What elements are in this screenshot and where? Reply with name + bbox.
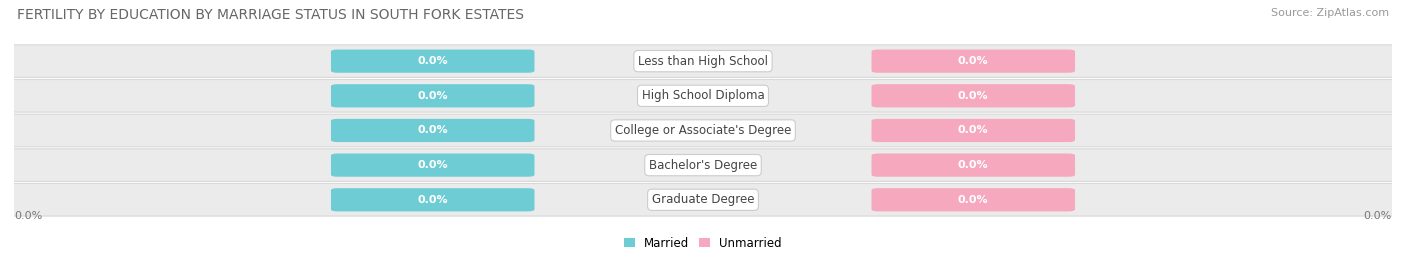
- FancyBboxPatch shape: [8, 149, 1398, 181]
- FancyBboxPatch shape: [872, 84, 1076, 107]
- Text: Graduate Degree: Graduate Degree: [652, 193, 754, 206]
- Text: 0.0%: 0.0%: [418, 56, 449, 66]
- Text: 0.0%: 0.0%: [957, 125, 988, 136]
- Text: 0.0%: 0.0%: [1364, 211, 1392, 221]
- FancyBboxPatch shape: [8, 45, 1398, 77]
- FancyBboxPatch shape: [8, 183, 1398, 216]
- FancyBboxPatch shape: [872, 119, 1076, 142]
- Text: Bachelor's Degree: Bachelor's Degree: [650, 159, 756, 172]
- Text: FERTILITY BY EDUCATION BY MARRIAGE STATUS IN SOUTH FORK ESTATES: FERTILITY BY EDUCATION BY MARRIAGE STATU…: [17, 8, 524, 22]
- Text: 0.0%: 0.0%: [957, 56, 988, 66]
- Text: 0.0%: 0.0%: [957, 91, 988, 101]
- FancyBboxPatch shape: [872, 154, 1076, 177]
- FancyBboxPatch shape: [8, 80, 1398, 112]
- Text: Less than High School: Less than High School: [638, 55, 768, 68]
- FancyBboxPatch shape: [8, 114, 1398, 147]
- Text: 0.0%: 0.0%: [957, 195, 988, 205]
- Text: 0.0%: 0.0%: [957, 160, 988, 170]
- Text: Source: ZipAtlas.com: Source: ZipAtlas.com: [1271, 8, 1389, 18]
- FancyBboxPatch shape: [330, 119, 534, 142]
- Text: College or Associate's Degree: College or Associate's Degree: [614, 124, 792, 137]
- FancyBboxPatch shape: [330, 154, 534, 177]
- Text: 0.0%: 0.0%: [418, 125, 449, 136]
- Text: 0.0%: 0.0%: [418, 195, 449, 205]
- Text: High School Diploma: High School Diploma: [641, 89, 765, 102]
- Legend: Married, Unmarried: Married, Unmarried: [620, 232, 786, 254]
- FancyBboxPatch shape: [872, 49, 1076, 73]
- Text: 0.0%: 0.0%: [418, 160, 449, 170]
- FancyBboxPatch shape: [330, 49, 534, 73]
- Text: 0.0%: 0.0%: [418, 91, 449, 101]
- FancyBboxPatch shape: [330, 84, 534, 107]
- FancyBboxPatch shape: [872, 188, 1076, 211]
- Text: 0.0%: 0.0%: [14, 211, 42, 221]
- FancyBboxPatch shape: [330, 188, 534, 211]
